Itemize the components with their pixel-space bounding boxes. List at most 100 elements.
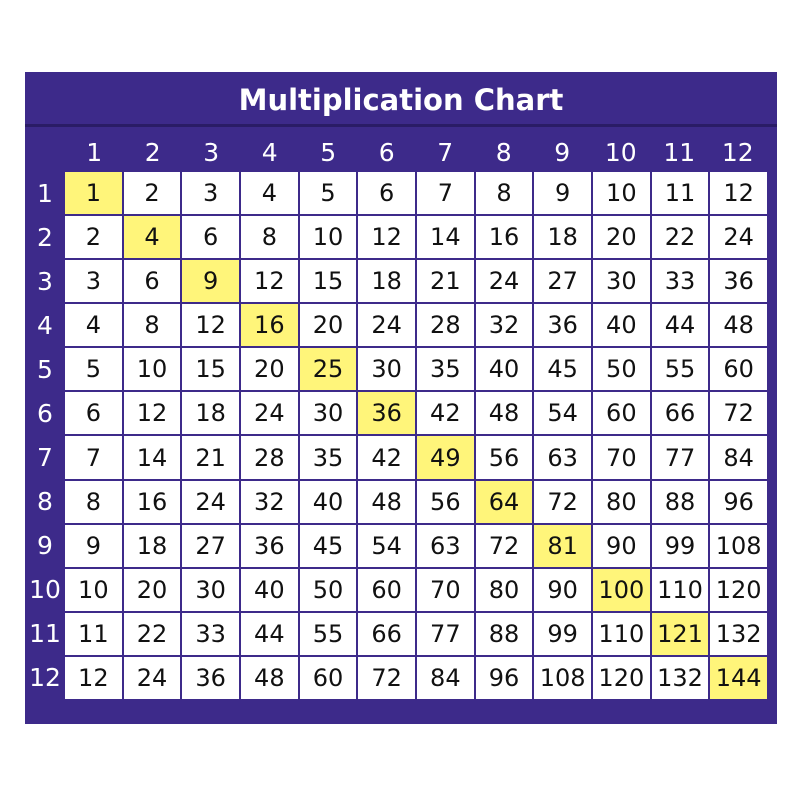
product-cell: 24 [475,260,533,303]
product-cell: 30 [358,348,415,391]
product-cell: 12 [241,260,298,303]
product-cell: 21 [417,260,474,303]
row-header: 5 [37,355,53,385]
product-cell: 132 [651,656,709,699]
product-cell: 66 [651,392,709,435]
product-cell: 22 [651,216,709,259]
product-cell: 120 [710,568,767,611]
product-cell: 9 [65,524,122,567]
row-header: 11 [29,618,61,648]
product-cell: 108 [710,524,767,567]
column-header: 7 [437,138,454,167]
product-cell: 28 [241,436,298,479]
product-cell: 14 [417,216,474,259]
product-cell: 110 [651,568,709,611]
square-cell: 36 [358,392,415,435]
product-cell: 63 [417,524,474,567]
product-cell: 56 [475,436,533,479]
product-cell: 6 [123,260,181,303]
product-cell: 33 [651,260,709,303]
product-cell: 12 [358,216,415,259]
product-cell: 48 [358,480,415,523]
product-cell: 28 [417,304,474,347]
product-cell: 2 [123,172,181,215]
product-cell: 55 [651,348,709,391]
product-cell: 24 [241,392,298,435]
product-cell: 15 [182,348,239,391]
row-header: 7 [37,442,53,472]
product-cell: 60 [358,568,415,611]
product-cell: 12 [65,656,122,699]
product-cell: 70 [417,568,474,611]
product-cell: 12 [123,392,181,435]
product-cell: 24 [182,480,239,523]
product-cell: 36 [182,656,239,699]
product-cell: 77 [651,436,709,479]
product-cell: 32 [241,480,298,523]
row-header: 6 [37,399,53,429]
product-cell: 6 [182,216,239,259]
product-cell: 42 [417,392,474,435]
product-cell: 40 [299,480,357,523]
product-cell: 16 [123,480,181,523]
product-cell: 8 [241,216,298,259]
product-cell: 54 [358,524,415,567]
product-cell: 120 [593,656,650,699]
product-cell: 18 [182,392,239,435]
product-cell: 30 [593,260,650,303]
product-cell: 24 [358,304,415,347]
product-cell: 3 [182,172,239,215]
row-header: 8 [37,486,53,516]
product-cell: 6 [65,392,122,435]
row-header: 9 [37,530,53,560]
product-cell: 12 [182,304,239,347]
product-cell: 72 [534,480,591,523]
product-cell: 50 [299,568,357,611]
product-cell: 96 [710,480,767,523]
product-cell: 88 [651,480,709,523]
product-cell: 6 [358,172,415,215]
square-cell: 64 [475,480,533,523]
product-cell: 16 [475,216,533,259]
product-cell: 40 [593,304,650,347]
row-header: 1 [37,179,53,209]
product-cell: 42 [358,436,415,479]
product-cell: 24 [710,216,767,259]
product-cell: 48 [475,392,533,435]
product-cell: 90 [593,524,650,567]
product-cell: 70 [593,436,650,479]
product-cell: 72 [710,392,767,435]
row-header: 10 [29,574,61,604]
column-header: 11 [663,138,696,167]
product-cell: 10 [299,216,357,259]
square-cell: 121 [651,612,709,655]
product-cell: 9 [534,172,591,215]
product-cell: 110 [593,612,650,655]
row-header: 4 [37,311,53,341]
square-cell: 81 [534,524,591,567]
product-cell: 22 [123,612,181,655]
square-cell: 49 [417,436,474,479]
product-grid: 1 2 3 4 5 6 7 8 9 10 11 12 2 4 6 8 10 12 14 16 18 20 22 24 3 6 9 12… [65,172,767,699]
product-cell: 132 [710,612,767,655]
row-header: 3 [37,267,53,297]
row-headers: 1 2 3 4 5 6 7 8 9 10 11 12 [25,172,65,699]
row-header: 12 [29,662,61,692]
product-cell: 35 [417,348,474,391]
square-cell: 25 [299,348,357,391]
product-cell: 27 [182,524,239,567]
product-cell: 12 [710,172,767,215]
product-cell: 10 [65,568,122,611]
product-cell: 36 [241,524,298,567]
column-header: 8 [495,138,512,167]
square-cell: 1 [65,172,122,215]
column-header: 3 [203,138,220,167]
product-cell: 20 [123,568,181,611]
square-cell: 16 [241,304,298,347]
product-cell: 72 [475,524,533,567]
product-cell: 30 [299,392,357,435]
product-cell: 48 [710,304,767,347]
product-cell: 80 [593,480,650,523]
chart-title: Multiplication Chart [25,72,777,127]
